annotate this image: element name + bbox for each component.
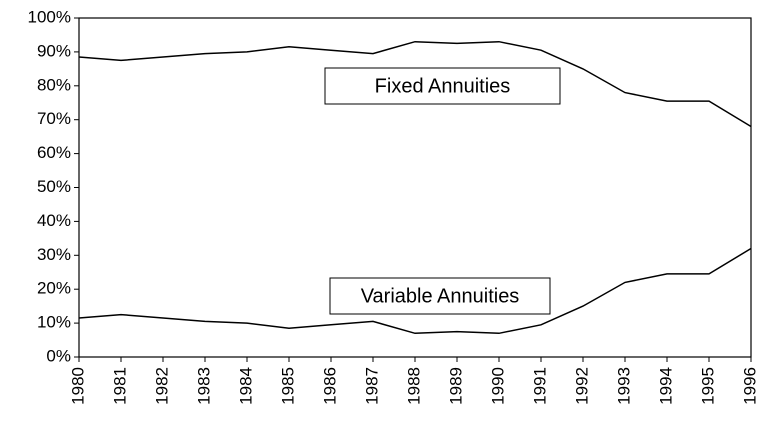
- y-tick-label: 10%: [37, 313, 71, 332]
- y-tick-label: 50%: [37, 177, 71, 196]
- y-tick-label: 100%: [28, 7, 71, 26]
- x-tick-label: 1994: [656, 367, 675, 405]
- x-tick-label: 1986: [320, 367, 339, 405]
- label-box: [329, 277, 551, 315]
- x-tick-label: 1995: [698, 367, 717, 405]
- x-tick-label: 1981: [110, 367, 129, 405]
- x-tick-label: 1992: [572, 367, 591, 405]
- x-tick-label: 1988: [404, 367, 423, 405]
- y-tick-label: 40%: [37, 211, 71, 230]
- x-tick-label: 1990: [488, 367, 507, 405]
- x-tick-label: 1982: [152, 367, 171, 405]
- y-tick-label: 0%: [46, 346, 71, 365]
- x-tick-label: 1993: [614, 367, 633, 405]
- label-box: [324, 67, 561, 105]
- x-tick-label: 1989: [446, 367, 465, 405]
- x-tick-label: 1987: [362, 367, 381, 405]
- x-tick-label: 1991: [530, 367, 549, 405]
- series-line: [78, 247, 752, 335]
- y-tick-label: 90%: [37, 41, 71, 60]
- y-tick-label: 70%: [37, 109, 71, 128]
- y-tick-label: 20%: [37, 279, 71, 298]
- series-label: Variable Annuities: [361, 285, 520, 307]
- y-tick-label: 60%: [37, 143, 71, 162]
- x-tick-label: 1985: [278, 367, 297, 405]
- x-tick-label: 1983: [194, 367, 213, 405]
- series-label: Fixed Annuities: [375, 75, 511, 97]
- x-tick-label: 1996: [740, 367, 759, 405]
- x-tick-label: 1980: [68, 367, 87, 405]
- y-tick-label: 80%: [37, 75, 71, 94]
- x-tick-label: 1984: [236, 367, 255, 405]
- series-line: [78, 40, 752, 128]
- y-tick-label: 30%: [37, 245, 71, 264]
